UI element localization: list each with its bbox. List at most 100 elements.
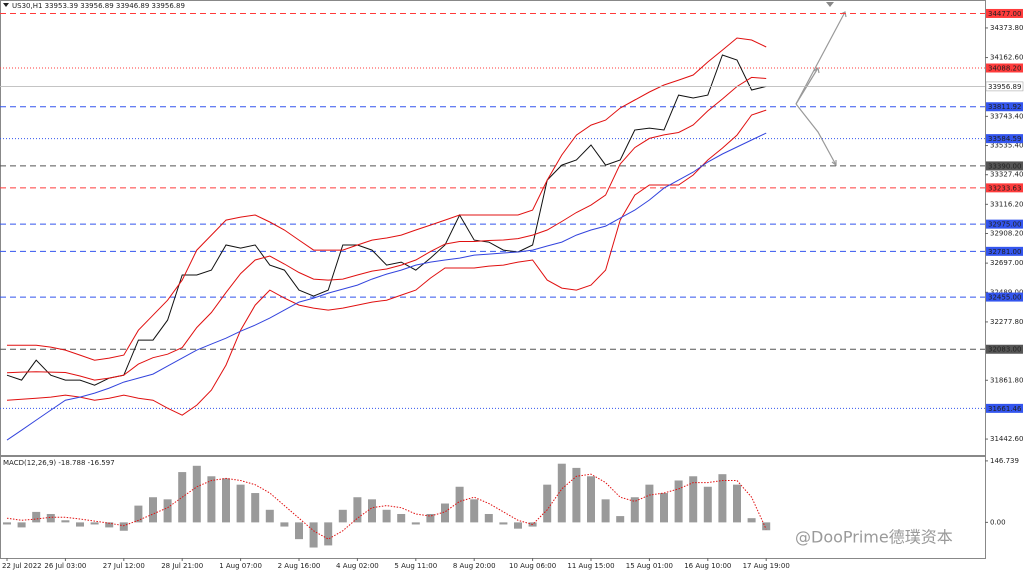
histogram-bar: [616, 516, 625, 523]
y-tick-label: 0.00: [990, 518, 1006, 526]
histogram-bar: [61, 520, 70, 523]
chart-title: US30,H1 33953.39 33956.89 33946.89 33956…: [12, 2, 185, 10]
histogram-bar: [192, 465, 201, 523]
x-tick-label: 17 Aug 19:00: [743, 562, 790, 570]
level-label-bg: [986, 246, 1023, 256]
histogram-bar: [163, 499, 172, 523]
x-tick-label: 5 Aug 11:00: [394, 562, 437, 570]
level-label-bg: [986, 344, 1023, 354]
histogram-bar: [295, 522, 303, 540]
y-tick-label: 146.739: [990, 457, 1019, 465]
y-tick-label: 32277.80: [990, 318, 1023, 326]
histogram-bar: [149, 497, 157, 523]
x-tick-label: 16 Aug 10:00: [684, 562, 731, 570]
y-tick-label: 33116.20: [990, 200, 1023, 208]
series-line: [6, 76, 767, 381]
histogram-bar: [222, 478, 230, 523]
menu-icon: [3, 3, 9, 7]
histogram-bar: [32, 511, 41, 523]
histogram-bar: [265, 509, 274, 523]
histogram-bar: [397, 513, 406, 523]
level-label: 33584.59: [988, 135, 1021, 143]
histogram-bar: [426, 513, 435, 523]
histogram-bar: [280, 522, 289, 527]
series-line: [6, 54, 767, 386]
x-tick-label: 28 Jul 21:00: [161, 562, 203, 570]
level-label-bg: [986, 63, 1023, 73]
histogram-bar: [747, 518, 756, 523]
level-label-bg: [986, 161, 1023, 171]
level-label-bg: [986, 219, 1023, 229]
histogram-bar: [46, 513, 55, 523]
y-tick-label: 33743.40: [990, 112, 1023, 120]
x-tick-label: 15 Aug 01:00: [626, 562, 673, 570]
histogram-bar: [630, 497, 639, 523]
histogram-bar: [484, 513, 493, 523]
histogram-bar: [470, 499, 479, 523]
y-tick-label: 33535.40: [990, 142, 1023, 150]
level-label-bg: [986, 183, 1023, 193]
level-label: 34477.00: [988, 10, 1021, 18]
y-tick-label: 34162.60: [990, 54, 1023, 62]
series-line: [6, 109, 767, 416]
x-tick-label: 22 Jul 2022: [2, 562, 42, 570]
y-tick-label: 31442.60: [990, 435, 1023, 443]
histogram-bar: [105, 522, 114, 528]
main-panel: [0, 0, 986, 456]
histogram-bar: [660, 493, 668, 523]
histogram-bar: [645, 484, 654, 523]
y-tick-label: 32908.20: [990, 230, 1023, 238]
y-tick-label: 33327.40: [990, 171, 1023, 179]
histogram-bar: [119, 522, 128, 531]
marker: [826, 2, 834, 7]
histogram-bar: [207, 476, 216, 523]
x-tick-label: 11 Aug 15:00: [567, 562, 614, 570]
x-tick-label: 4 Aug 02:00: [336, 562, 379, 570]
histogram-bar: [703, 486, 712, 523]
histogram-bar: [3, 522, 11, 525]
histogram-bar: [514, 522, 522, 529]
level-label: 31661.46: [988, 405, 1022, 413]
watermark: @DooPrime德璞资本: [795, 528, 953, 547]
histogram-bar: [251, 493, 260, 523]
histogram-bar: [601, 499, 610, 523]
macd-panel: [0, 456, 986, 559]
histogram-bar: [90, 522, 99, 525]
level-label: 33390.00: [988, 162, 1021, 170]
x-tick-label: 2 Aug 16:00: [278, 562, 321, 570]
level-label-bg: [986, 403, 1023, 413]
arrow: [795, 67, 819, 105]
level-label-bg: [986, 292, 1023, 302]
histogram-bar: [762, 522, 771, 531]
y-tick-label: 34373.80: [990, 24, 1023, 32]
histogram-bar: [718, 474, 727, 523]
level-label: 32455.00: [988, 294, 1021, 302]
histogram-bar: [76, 522, 84, 527]
x-tick-label: 8 Aug 20:00: [453, 562, 496, 570]
level-label: 32083.00: [988, 346, 1021, 354]
x-tick-label: 1 Aug 07:00: [219, 562, 262, 570]
series-line: [7, 37, 767, 361]
level-label: 33811.92: [988, 103, 1021, 111]
current-price-label: 33956.89: [988, 83, 1021, 91]
histogram-bar: [455, 486, 464, 523]
histogram-bar: [353, 497, 362, 523]
y-tick-label: 31861.80: [990, 376, 1023, 384]
histogram-bar: [441, 503, 449, 523]
level-label-bg: [986, 102, 1023, 112]
histogram-bar: [309, 522, 318, 548]
histogram-bar: [324, 522, 333, 546]
y-tick-label: 32697.00: [990, 259, 1023, 267]
histogram-bar: [368, 499, 376, 523]
series-line: [6, 132, 767, 441]
histogram-bar: [338, 509, 347, 523]
histogram-bar: [587, 476, 595, 523]
histogram-bar: [572, 467, 581, 523]
level-label-bg: [986, 8, 1023, 18]
x-tick-label: 10 Aug 06:00: [509, 562, 556, 570]
histogram-bar: [236, 484, 245, 523]
level-label: 32975.00: [988, 221, 1021, 229]
projection-arrows: [795, 11, 847, 167]
